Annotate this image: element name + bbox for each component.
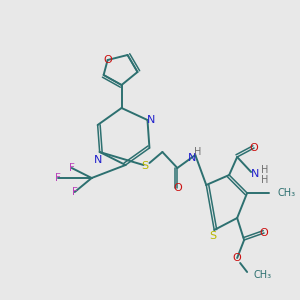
Text: N: N [251, 169, 259, 179]
Text: O: O [103, 55, 112, 65]
Text: N: N [147, 115, 156, 125]
Text: O: O [173, 183, 182, 193]
Text: CH₃: CH₃ [253, 270, 271, 280]
Text: O: O [233, 253, 242, 263]
Text: S: S [141, 161, 148, 171]
Text: CH₃: CH₃ [277, 188, 295, 198]
Text: O: O [260, 228, 268, 238]
Text: N: N [188, 153, 196, 163]
Text: S: S [210, 231, 217, 241]
Text: F: F [72, 187, 78, 197]
Text: N: N [94, 155, 102, 165]
Text: H: H [261, 175, 269, 185]
Text: H: H [261, 165, 269, 175]
Text: F: F [69, 163, 75, 173]
Text: O: O [250, 143, 259, 153]
Text: F: F [55, 173, 61, 183]
Text: H: H [194, 147, 201, 157]
